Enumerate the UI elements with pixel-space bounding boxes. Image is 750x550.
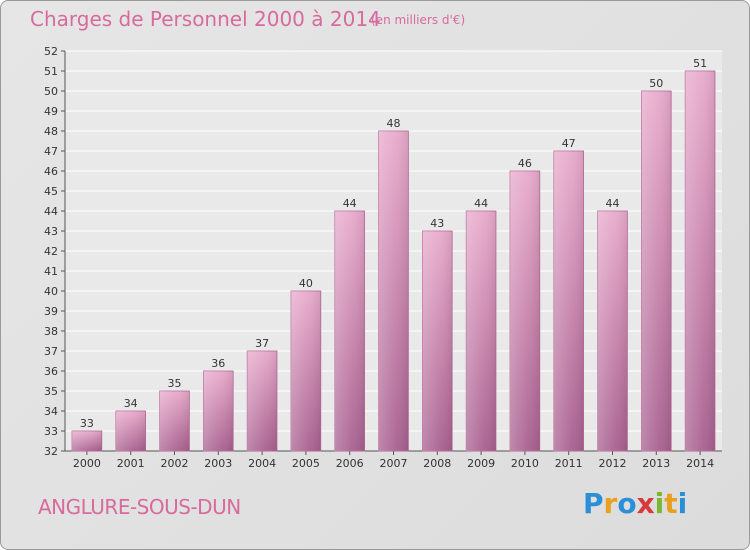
value-label-2011: 47 bbox=[562, 137, 576, 150]
bar-group-2009 bbox=[465, 210, 497, 452]
bar-group-2014 bbox=[684, 70, 716, 452]
bar-shine-2003 bbox=[203, 371, 234, 451]
bar-group-2011 bbox=[553, 150, 584, 452]
bar-group-2012 bbox=[597, 210, 628, 452]
x-tick-label-2002: 2002 bbox=[161, 457, 189, 470]
logo-letter: o bbox=[617, 487, 637, 520]
y-tick-label: 34 bbox=[44, 405, 58, 418]
x-tick-label-2011: 2011 bbox=[555, 457, 583, 470]
x-tick-label-2012: 2012 bbox=[599, 457, 627, 470]
x-tick-label-2004: 2004 bbox=[248, 457, 276, 470]
bar-shine-2004 bbox=[247, 351, 277, 451]
bar-shine-2011 bbox=[553, 151, 584, 451]
bar-group-2007 bbox=[378, 130, 409, 452]
y-tick-label: 40 bbox=[44, 285, 58, 298]
chart-subtitle: (en milliers d'€) bbox=[371, 13, 466, 27]
value-label-2012: 44 bbox=[606, 197, 620, 210]
y-tick-label: 36 bbox=[44, 365, 58, 378]
logo-letter: i bbox=[654, 487, 665, 520]
bar-shine-2000 bbox=[72, 431, 102, 451]
x-tick-label-2001: 2001 bbox=[117, 457, 145, 470]
bar-shine-2002 bbox=[159, 391, 190, 451]
bar-group-2002 bbox=[159, 390, 190, 452]
y-tick-label: 43 bbox=[44, 225, 58, 238]
bar-shine-2012 bbox=[597, 211, 628, 451]
x-tick-label-2007: 2007 bbox=[380, 457, 408, 470]
x-tick-label-2008: 2008 bbox=[423, 457, 451, 470]
value-label-2006: 44 bbox=[343, 197, 357, 210]
y-tick-label: 50 bbox=[44, 85, 58, 98]
y-tick-label: 33 bbox=[44, 425, 58, 438]
y-tick-label: 32 bbox=[44, 445, 58, 458]
value-label-2001: 34 bbox=[124, 397, 138, 410]
x-tick-label-2014: 2014 bbox=[686, 457, 714, 470]
value-label-2009: 44 bbox=[474, 197, 488, 210]
chart-title: Charges de Personnel 2000 à 2014 bbox=[30, 7, 381, 31]
y-tick-label: 41 bbox=[44, 265, 58, 278]
value-label-2005: 40 bbox=[299, 277, 313, 290]
logo-letter: r bbox=[603, 487, 618, 520]
logo-letter: t bbox=[664, 487, 678, 520]
bar-shine-2010 bbox=[510, 171, 540, 451]
x-tick-label-2005: 2005 bbox=[292, 457, 320, 470]
bar-group-2003 bbox=[203, 370, 234, 452]
bar-group-2005 bbox=[290, 290, 322, 452]
x-tick-label-2003: 2003 bbox=[204, 457, 232, 470]
value-label-2002: 35 bbox=[168, 377, 182, 390]
y-tick-label: 52 bbox=[44, 45, 58, 58]
logo-letter: P bbox=[583, 487, 604, 520]
y-tick-label: 46 bbox=[44, 165, 58, 178]
value-label-2007: 48 bbox=[387, 117, 401, 130]
x-tick-label-2000: 2000 bbox=[73, 457, 101, 470]
bar-shine-2001 bbox=[115, 411, 146, 451]
y-tick-label: 39 bbox=[44, 305, 58, 318]
y-tick-label: 48 bbox=[44, 125, 58, 138]
value-label-2014: 51 bbox=[693, 57, 707, 70]
value-label-2013: 50 bbox=[649, 77, 663, 90]
value-label-2000: 33 bbox=[80, 417, 94, 430]
logo-letter: i bbox=[677, 487, 688, 520]
bar-shine-2009 bbox=[466, 211, 496, 451]
bar-shine-2006 bbox=[334, 211, 365, 451]
y-tick-label: 47 bbox=[44, 145, 58, 158]
bar-group-2000 bbox=[71, 430, 103, 452]
bar-shine-2013 bbox=[641, 91, 672, 451]
y-tick-label: 42 bbox=[44, 245, 58, 258]
value-label-2003: 36 bbox=[211, 357, 225, 370]
y-tick-label: 35 bbox=[44, 385, 58, 398]
x-tick-label-2009: 2009 bbox=[467, 457, 495, 470]
y-tick-label: 49 bbox=[44, 105, 58, 118]
proxiti-logo: Proxiti bbox=[583, 487, 687, 520]
value-label-2008: 43 bbox=[430, 217, 444, 230]
bar-group-2013 bbox=[641, 90, 672, 452]
x-tick-label-2013: 2013 bbox=[642, 457, 670, 470]
bar-shine-2014 bbox=[685, 71, 715, 451]
bar-group-2008 bbox=[422, 230, 453, 452]
bar-shine-2007 bbox=[378, 131, 409, 451]
value-label-2010: 46 bbox=[518, 157, 532, 170]
y-tick-label: 37 bbox=[44, 345, 58, 358]
bar-shine-2005 bbox=[291, 291, 321, 451]
value-label-2004: 37 bbox=[255, 337, 269, 350]
bar-shine-2008 bbox=[422, 231, 453, 451]
bar-group-2006 bbox=[334, 210, 365, 452]
bar-group-2001 bbox=[115, 410, 146, 452]
y-tick-label: 45 bbox=[44, 185, 58, 198]
bar-group-2010 bbox=[509, 170, 541, 452]
x-tick-label-2010: 2010 bbox=[511, 457, 539, 470]
y-tick-label: 38 bbox=[44, 325, 58, 338]
logo-letter: x bbox=[636, 487, 655, 520]
x-tick-label-2006: 2006 bbox=[336, 457, 364, 470]
y-tick-label: 51 bbox=[44, 65, 58, 78]
commune-name: ANGLURE-SOUS-DUN bbox=[38, 495, 241, 519]
y-tick-label: 44 bbox=[44, 205, 58, 218]
bar-group-2004 bbox=[246, 350, 278, 452]
